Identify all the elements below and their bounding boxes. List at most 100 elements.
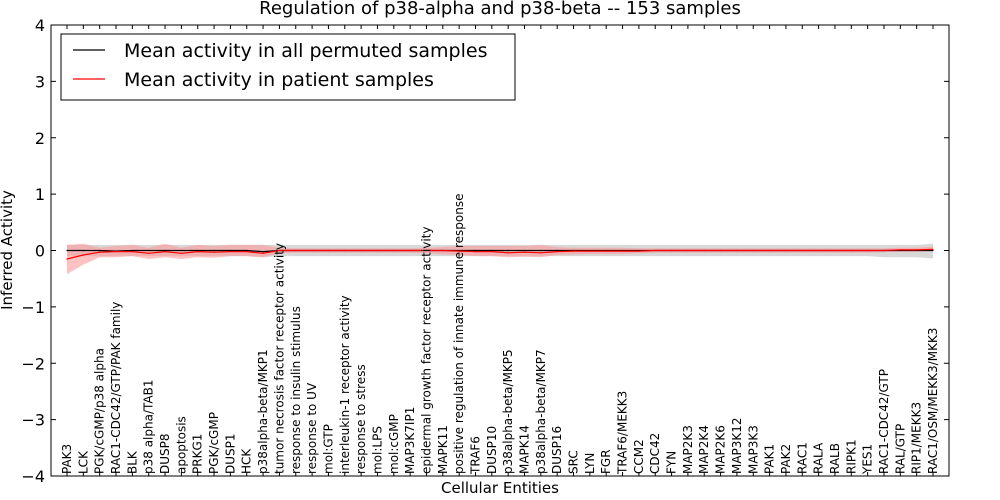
data-point-patient <box>425 249 428 252</box>
category-label: RAC1/OSM/MEKK3/MKK3 <box>926 328 940 474</box>
category-label: RAC1-CDC42/GTP <box>877 369 891 474</box>
category-label: PAK1 <box>763 444 777 474</box>
data-point-patient <box>621 250 624 252</box>
data-point-patient <box>834 249 836 252</box>
data-point-patient <box>801 249 803 252</box>
data-point-patient <box>491 251 493 253</box>
y-tick-label: −2 <box>21 354 45 373</box>
category-label: PRKG1 <box>191 434 205 474</box>
data-point-patient <box>164 251 166 253</box>
data-point-patient <box>376 249 379 252</box>
data-point-patient <box>148 252 150 254</box>
data-point-patient <box>507 252 509 254</box>
category-label: tumor necrosis factor receptor activity <box>272 243 286 474</box>
chart-title: Regulation of p38-alpha and p38-beta -- … <box>259 0 741 19</box>
category-label: SRC <box>567 450 581 474</box>
category-label: mol:LPS <box>371 426 385 474</box>
data-point-patient <box>523 251 526 253</box>
category-label: RAC1 <box>795 442 809 474</box>
data-point-patient <box>327 249 329 252</box>
y-tick-label: 0 <box>35 242 45 261</box>
data-point-permuted <box>99 249 101 252</box>
data-point-patient <box>899 249 901 251</box>
category-label: FGR <box>599 449 613 474</box>
data-point-permuted <box>164 249 166 252</box>
category-label: epidermal growth factor receptor activit… <box>420 227 434 474</box>
category-labels: PAK3 LCK PGK/cGMP/p38 alpha RAC1-CDC42/GTP/… <box>60 25 940 476</box>
data-point-patient <box>703 249 705 252</box>
category-label: MAP3K7IP1 <box>403 407 417 474</box>
category-label: p38alpha-beta/MKP5 <box>501 349 515 474</box>
category-label: LYN <box>583 453 597 474</box>
data-point-permuted <box>82 249 84 252</box>
category-label: response to insulin stimulus <box>289 306 303 474</box>
category-label: LCK <box>76 450 90 474</box>
legend-box <box>60 33 516 101</box>
data-point-patient <box>474 251 477 253</box>
y-tick-label: −4 <box>21 467 45 486</box>
category-label: interleukin-1 receptor activity <box>338 295 352 474</box>
data-point-patient <box>605 250 607 252</box>
y-tick-label: 2 <box>35 129 45 148</box>
y-tick-label: −3 <box>21 411 45 430</box>
data-point-patient <box>409 249 411 252</box>
data-point-patient <box>197 251 199 253</box>
data-point-patient <box>671 249 673 252</box>
data-point-patient <box>572 250 575 252</box>
category-label: TRAF6/MEKK3 <box>616 391 630 475</box>
data-point-patient <box>556 251 558 253</box>
data-point-patient <box>262 252 264 254</box>
data-point-permuted <box>213 249 215 252</box>
data-point-permuted <box>131 249 133 252</box>
data-point-patient <box>785 249 787 252</box>
category-label: PGK/cGMP <box>207 412 221 474</box>
category-label: MAP2K6 <box>714 425 728 474</box>
data-point-patient <box>393 249 395 252</box>
category-label: MAP3K3 <box>746 425 760 474</box>
category-label: p38 alpha/TAB1 <box>142 380 156 474</box>
category-label: MAP2K4 <box>697 425 711 474</box>
data-point-permuted <box>246 249 248 252</box>
data-point-patient <box>883 249 885 252</box>
category-label: DUSP16 <box>550 426 564 474</box>
category-label: MAP2K3 <box>681 425 695 474</box>
category-label: RALB <box>828 443 842 474</box>
data-point-patient <box>66 258 68 260</box>
category-label: HCK <box>240 448 254 474</box>
data-point-patient <box>82 254 84 256</box>
data-point-patient <box>180 252 182 254</box>
category-label: p38alpha-beta/MKP1 <box>256 349 270 474</box>
data-point-permuted <box>540 249 542 252</box>
data-point-patient <box>278 249 280 252</box>
category-label: RALA <box>812 442 826 474</box>
category-label: RAL/GTP <box>893 424 907 474</box>
data-point-patient <box>867 249 869 252</box>
data-point-patient <box>458 250 460 252</box>
category-label: RIPK1 <box>844 439 858 474</box>
data-point-patient <box>687 249 689 252</box>
category-label: CCM2 <box>632 439 646 474</box>
data-point-patient <box>818 249 820 252</box>
y-tick-label: −1 <box>21 298 45 317</box>
data-point-permuted <box>197 249 199 252</box>
category-label: PGK/cGMP/p38 alpha <box>93 348 107 474</box>
data-point-patient <box>932 248 934 250</box>
data-point-patient <box>442 249 444 252</box>
data-point-patient <box>246 251 248 253</box>
category-label: CDC42 <box>648 433 662 474</box>
x-axis-label: Cellular Entities <box>441 479 559 497</box>
data-point-patient <box>99 251 101 253</box>
data-point-patient <box>916 249 918 251</box>
legend-label-permuted: Mean activity in all permuted samples <box>124 40 487 62</box>
data-point-permuted <box>523 249 526 252</box>
data-point-patient <box>360 249 362 252</box>
data-point-permuted <box>229 249 231 252</box>
data-point-permuted <box>262 251 264 253</box>
category-label: RIP1/MEKK3 <box>910 402 924 474</box>
data-point-patient <box>540 252 542 254</box>
data-point-patient <box>769 249 771 252</box>
category-label: PAK2 <box>779 444 793 474</box>
data-point-patient <box>311 249 313 252</box>
data-point-patient <box>229 251 231 253</box>
y-tick-label: 4 <box>35 16 45 35</box>
